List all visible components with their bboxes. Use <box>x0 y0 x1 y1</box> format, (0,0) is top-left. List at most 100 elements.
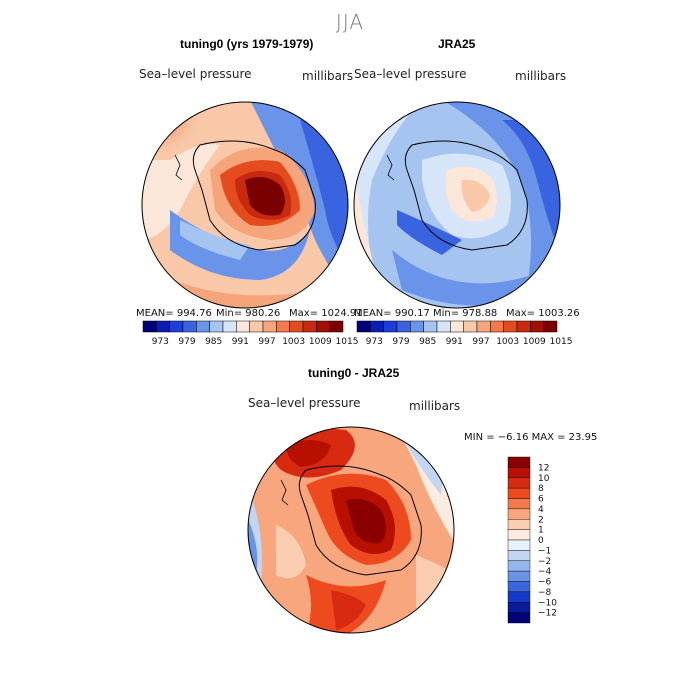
panel3-colorbar-swatch <box>507 498 531 510</box>
panel3-units-label: millibars <box>409 399 461 413</box>
panel2-colorbar-tick-label: 973 <box>366 337 383 347</box>
panel3-colorbar-tick-label: 10 <box>538 474 550 484</box>
panel3-colorbar-swatch <box>507 591 531 603</box>
panel2-max: Max= 1003.26 <box>506 308 580 319</box>
panel1-colorbar-swatch <box>196 320 210 333</box>
panel1-variable-label: Sea–level pressure <box>139 67 252 81</box>
panel2-min: Min= 978.88 <box>433 308 498 319</box>
panel3-colorbar-tick-label: −4 <box>538 567 552 577</box>
panel1-colorbar-swatch <box>169 320 184 333</box>
panel2-colorbar-swatch <box>463 320 478 333</box>
panel1-max: Max= 1024.91 <box>289 308 363 319</box>
panel2-colorbar-swatch <box>503 320 518 333</box>
panel3-colorbar-swatch <box>507 550 531 561</box>
panel1-colorbar-swatch <box>236 320 250 333</box>
panel3-colorbar-tick-label: 2 <box>538 515 544 525</box>
panel3-colorbar-tick-label: 4 <box>538 505 544 515</box>
panel3-colorbar-tick-label: 0 <box>538 536 544 546</box>
panel1-colorbar-tick-label: 991 <box>232 337 249 347</box>
panel1-colorbar-swatch <box>262 320 277 333</box>
panel3-colorbar-tick-label: −8 <box>538 588 552 598</box>
panel3-colorbar-swatch <box>507 560 531 572</box>
panel2-colorbar-tick-label: 991 <box>446 337 463 347</box>
panel3-colorbar-tick-label: −2 <box>538 557 551 567</box>
panel1-colorbar-swatch <box>316 320 330 333</box>
panel2-mean: MEAN= 990.17 <box>354 308 430 319</box>
panel3-colorbar-tick-label: 12 <box>538 463 549 473</box>
panel2-colorbar-tick-label: 985 <box>419 337 436 347</box>
panel1-colorbar-tick-label: 1009 <box>309 337 332 347</box>
panel2-map <box>353 101 561 309</box>
panel2-colorbar-swatch <box>436 320 451 333</box>
panel2-colorbar-swatch <box>396 320 411 333</box>
panel1-colorbar-swatch <box>289 320 304 333</box>
panel1-mean: MEAN= 994.76 <box>136 308 212 319</box>
panel2-colorbar-swatch <box>490 320 504 333</box>
panel3-colorbar-swatch <box>507 602 531 613</box>
panel1-colorbar-swatch <box>302 320 317 333</box>
panel3-colorbar-swatch <box>507 508 531 520</box>
panel3-colorbar-swatch <box>507 529 531 541</box>
panel1-map <box>141 101 349 309</box>
panel3-colorbar-swatch <box>507 477 531 489</box>
panel2-units-label: millibars <box>515 69 567 83</box>
panel3-colorbar-swatch <box>507 519 531 530</box>
panel3-colorbar-tick-label: 1 <box>538 526 544 536</box>
panel2-colorbar-tick-label: 1015 <box>550 337 573 347</box>
panel2-colorbar-swatch <box>543 320 558 333</box>
panel1-colorbar-swatch <box>156 320 170 333</box>
panel1-colorbar-tick-label: 973 <box>152 337 169 347</box>
panel3-colorbar-tick-label: −6 <box>538 578 552 588</box>
panel3-colorbar-swatch <box>507 456 531 468</box>
panel2-colorbar-tick-label: 979 <box>392 337 409 347</box>
panel2-colorbar-swatch <box>356 320 371 333</box>
panel1-colorbar-swatch <box>182 320 197 333</box>
panel2-colorbar-swatch <box>423 320 438 333</box>
panel1-colorbar-swatch <box>222 320 237 333</box>
panel1-colorbar-swatch <box>276 320 290 333</box>
panel1-min: Min= 980.26 <box>216 308 281 319</box>
panel3-variable-label: Sea–level pressure <box>248 396 361 410</box>
panel3-title: tuning0 - JRA25 <box>308 366 400 380</box>
panel2-colorbar-swatch <box>383 320 398 333</box>
panel1-colorbar: 973 979 985 991 997 1003 1009 1015 <box>142 320 358 347</box>
panel1-colorbar-swatch <box>249 320 264 333</box>
panel2-colorbar-tick-label: 1003 <box>496 337 519 347</box>
panel3-colorbar-swatch <box>507 539 531 551</box>
panel2-colorbar-tick-label: 1009 <box>523 337 546 347</box>
page-title: JJA <box>335 10 365 34</box>
panel3-min-max: MIN = −6.16 MAX = 23.95 <box>464 432 598 443</box>
panel2-colorbar-swatch <box>370 320 384 333</box>
panel3-colorbar-swatch <box>507 612 531 624</box>
panel3-colorbar-tick-label: 8 <box>538 484 544 494</box>
panel3-colorbar-swatch <box>507 570 531 582</box>
panel3-colorbar-swatch <box>507 467 531 478</box>
panel2-title: JRA25 <box>438 37 476 51</box>
panel1-title: tuning0 (yrs 1979-1979) <box>180 37 314 51</box>
panel1-colorbar-tick-label: 997 <box>258 337 275 347</box>
panel3-colorbar-swatch <box>507 581 531 593</box>
panel2-colorbar-swatch <box>530 320 544 333</box>
panel1-colorbar-tick-label: 985 <box>205 337 222 347</box>
panel2-colorbar-swatch <box>516 320 531 333</box>
panel3-colorbar-tick-label: −1 <box>538 546 551 556</box>
panel2-colorbar-swatch <box>476 320 491 333</box>
panel1-units-label: millibars <box>302 69 354 83</box>
panel1-colorbar-tick-label: 979 <box>178 337 195 347</box>
panel2-colorbar-swatch <box>410 320 424 333</box>
panel1-colorbar-tick-label: 1003 <box>282 337 305 347</box>
panel1-colorbar-tick-label: 1015 <box>336 337 359 347</box>
panel2-colorbar-tick-label: 997 <box>472 337 489 347</box>
panel1-colorbar-swatch <box>329 320 344 333</box>
panel2-colorbar: 973 979 985 991 997 1003 1009 1015 <box>356 320 572 347</box>
panel2-colorbar-swatch <box>450 320 464 333</box>
panel3-colorbar-tick-label: 6 <box>538 495 544 505</box>
panel2-variable-label: Sea–level pressure <box>354 67 467 81</box>
panel3-map <box>247 426 455 634</box>
panel1-colorbar-swatch <box>209 320 224 333</box>
panel1-colorbar-swatch <box>142 320 157 333</box>
panel3-colorbar-tick-label: −10 <box>538 598 557 608</box>
panel3-colorbar-swatch <box>507 487 531 499</box>
panel3-colorbar-tick-label: −12 <box>538 609 557 619</box>
